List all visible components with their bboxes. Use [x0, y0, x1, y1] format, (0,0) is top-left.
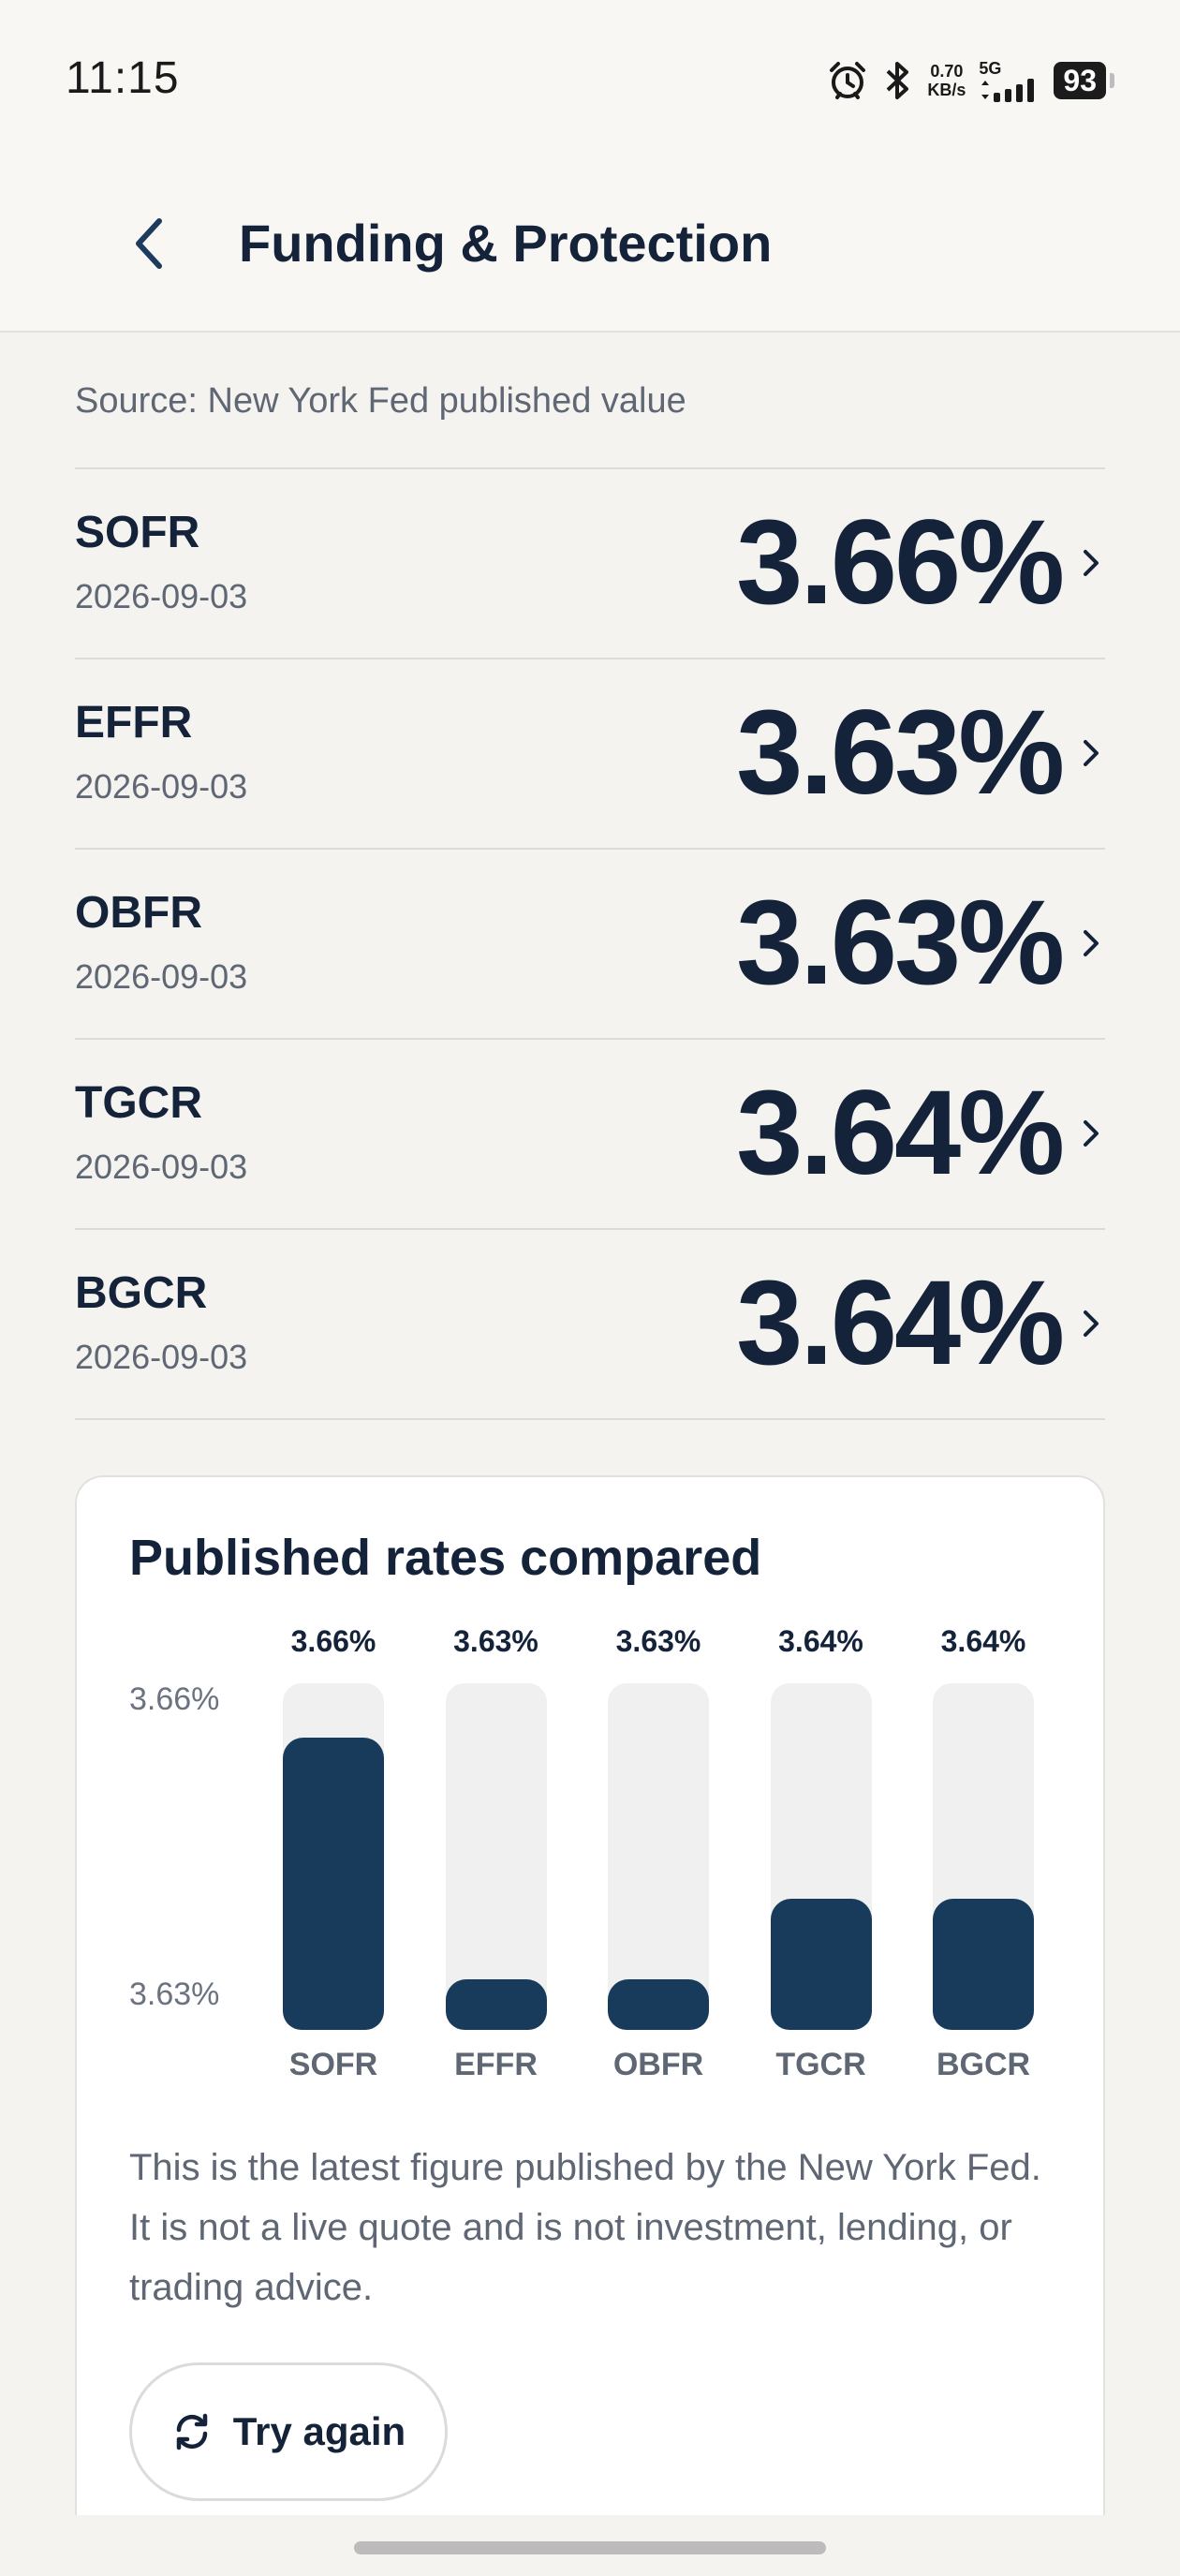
cellular-signal: 5G	[979, 59, 1040, 102]
bar-track	[933, 1683, 1034, 2030]
bar-category-label: EFFR	[454, 2047, 538, 2082]
y-tick-label-min: 3.63%	[129, 1976, 220, 2012]
rate-row-obfr[interactable]: OBFR 2026-09-03 3.63%	[75, 850, 1105, 1040]
y-tick-label-max: 3.66%	[129, 1681, 220, 1717]
rate-value: 3.64%	[736, 1256, 1065, 1390]
bar-category-label: BGCR	[936, 2047, 1031, 2082]
rate-value: 3.66%	[736, 496, 1065, 629]
bar	[283, 1737, 384, 2030]
signal-bars-icon	[981, 79, 1035, 102]
chevron-right-icon	[1084, 930, 1099, 956]
bar-category-label: OBFR	[612, 2047, 704, 2082]
rate-name: TGCR	[75, 1078, 202, 1128]
network-type: 5G	[979, 59, 1002, 78]
bar-value-label: 3.63%	[615, 1624, 701, 1658]
rate-name: OBFR	[75, 888, 202, 938]
rate-name: SOFR	[75, 508, 200, 557]
rates-bar-chart: 3.66% 3.63% 3.66% SOFR 3.63% EFFR 3.63% OBFR 3…	[77, 1477, 1107, 2133]
alarm-icon	[826, 59, 869, 102]
back-button[interactable]	[112, 201, 187, 286]
chevron-right-icon	[1084, 1120, 1099, 1147]
status-time: 11:15	[66, 53, 180, 103]
rate-value: 3.64%	[736, 1066, 1065, 1200]
network-speed: 0.70 KB/s	[927, 62, 966, 99]
rate-value: 3.63%	[736, 876, 1065, 1010]
disclaimer-text: This is the latest figure published by t…	[129, 2147, 1041, 2308]
home-indicator	[354, 2541, 826, 2554]
refresh-icon	[176, 2413, 208, 2450]
battery-tip	[1110, 73, 1114, 88]
rate-value: 3.63%	[736, 686, 1065, 820]
network-speed-value: 0.70	[930, 62, 964, 81]
bar-value-label: 3.64%	[940, 1624, 1026, 1658]
chevron-right-icon	[1084, 550, 1099, 576]
status-icons: 0.70 KB/s 5G 93	[826, 54, 1114, 107]
main-content: Source: New York Fed published value SOF…	[75, 333, 1105, 1420]
bar-track	[608, 1683, 709, 2030]
bar	[933, 1898, 1034, 2030]
battery-indicator: 93	[1054, 62, 1114, 99]
rate-date: 2026-09-03	[75, 577, 248, 615]
rate-row-tgcr[interactable]: TGCR 2026-09-03 3.64%	[75, 1040, 1105, 1230]
status-bar: 11:15 0.70 KB/s 5G	[0, 0, 1180, 164]
rate-name: EFFR	[75, 698, 193, 748]
chevron-left-icon	[136, 218, 162, 269]
bluetooth-icon	[882, 59, 914, 102]
bar-track	[770, 1683, 872, 2030]
bar-value-label: 3.64%	[778, 1624, 863, 1658]
bar-value-label: 3.66%	[290, 1624, 376, 1658]
rate-date: 2026-09-03	[75, 957, 248, 996]
bar-category-label: SOFR	[288, 2047, 378, 2082]
try-again-label: Try again	[232, 2409, 406, 2453]
rates-comparison-card: Published rates compared 3.66% 3.63% 3.6…	[75, 1475, 1105, 2515]
bar-category-label: TGCR	[775, 2047, 866, 2082]
network-speed-unit: KB/s	[927, 81, 966, 99]
page-title: Funding & Protection	[239, 214, 773, 273]
battery-level: 93	[1054, 62, 1106, 99]
rate-date: 2026-09-03	[75, 1338, 248, 1376]
rate-list: SOFR 2026-09-03 3.66% EFFR 2026-09-03 3.…	[75, 469, 1105, 1420]
bar	[445, 1978, 547, 2030]
rate-row-effr[interactable]: EFFR 2026-09-03 3.63%	[75, 659, 1105, 850]
card-title: Published rates compared	[129, 1530, 762, 1586]
rate-row-sofr[interactable]: SOFR 2026-09-03 3.66%	[75, 469, 1105, 659]
bar	[608, 1978, 709, 2030]
bar-value-label: 3.63%	[453, 1624, 538, 1658]
rate-name: BGCR	[75, 1268, 208, 1318]
rate-date: 2026-09-03	[75, 767, 248, 806]
chevron-right-icon	[1084, 1310, 1099, 1337]
app-header: Funding & Protection	[0, 164, 1180, 333]
bar	[770, 1898, 872, 2030]
rate-row-bgcr[interactable]: BGCR 2026-09-03 3.64%	[75, 1230, 1105, 1420]
chevron-right-icon	[1084, 740, 1099, 766]
rate-date: 2026-09-03	[75, 1147, 248, 1186]
source-note: Source: New York Fed published value	[75, 333, 1105, 469]
try-again-button[interactable]: Try again	[129, 2362, 448, 2501]
bar-track	[445, 1683, 547, 2030]
bar-track	[283, 1683, 384, 2030]
